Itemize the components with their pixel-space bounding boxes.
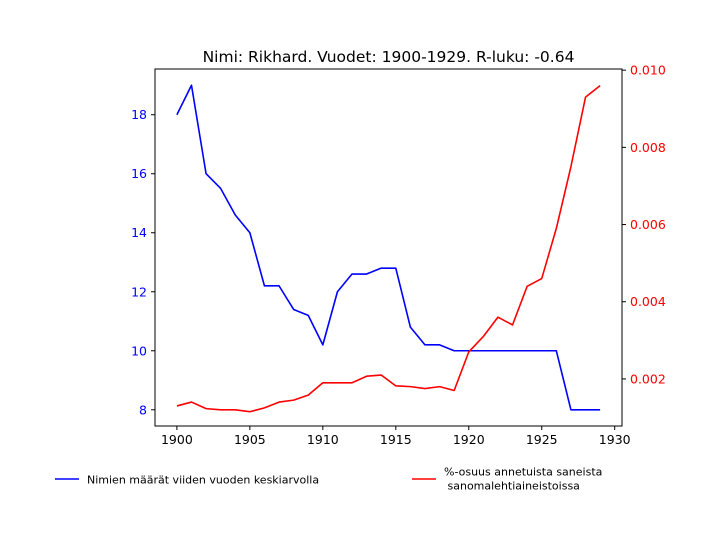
y-left-tick-label: 18 (131, 107, 147, 122)
legend-label-line: sanomalehtiaineistoissa (444, 480, 580, 493)
legend-label-share: %-osuus annetuista saneista sanomalehtia… (444, 466, 602, 493)
y-right-tick-label: 0.008 (630, 140, 666, 155)
y-right-tick-label: 0.002 (630, 371, 666, 386)
y-right-tick-label: 0.004 (630, 294, 666, 309)
y-left-tick-label: 12 (131, 284, 147, 299)
y-left-tick-label: 16 (131, 166, 147, 181)
legend-label-counts: Nimien määrät viiden vuoden keskiarvolla (87, 474, 319, 487)
plot-area-frame (154, 68, 623, 427)
legend-label-line: %-osuus annetuista saneista (444, 466, 602, 479)
y-left-tick-label: 14 (131, 225, 147, 240)
y-left-tick-label: 10 (131, 343, 147, 358)
x-tick-label: 1900 (161, 432, 193, 447)
chart-title: Nimi: Rikhard. Vuodet: 1900-1929. R-luku… (203, 48, 575, 66)
series-layer (176, 84, 601, 413)
x-axis: 1900 1905 1910 1915 1920 1925 1930 (161, 426, 631, 447)
x-tick-label: 1910 (307, 432, 339, 447)
y-right-tick-label: 0.010 (630, 63, 666, 78)
y-axis-left: 8 10 12 14 16 18 (131, 107, 155, 417)
y-right-tick-label: 0.006 (630, 217, 666, 232)
x-tick-label: 1925 (526, 432, 558, 447)
x-tick-label: 1915 (380, 432, 412, 447)
x-tick-label: 1905 (234, 432, 266, 447)
series-line-counts (176, 84, 601, 411)
series-line-share (176, 84, 601, 413)
x-tick-label: 1930 (599, 432, 631, 447)
x-tick-label: 1920 (453, 432, 485, 447)
legend: Nimien määrät viiden vuoden keskiarvolla… (55, 466, 602, 493)
y-axis-right: 0.002 0.004 0.006 0.008 0.010 (622, 63, 666, 386)
y-left-tick-label: 8 (139, 402, 147, 417)
